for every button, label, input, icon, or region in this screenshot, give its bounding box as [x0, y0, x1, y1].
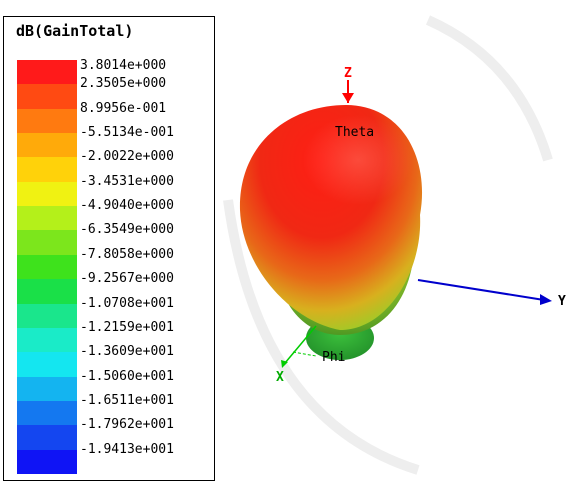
legend-swatch	[17, 181, 77, 207]
legend-label: -5.5134e-001	[80, 125, 174, 141]
legend-label: -1.2159e+001	[80, 319, 174, 335]
x-axis-label: X	[276, 370, 284, 385]
legend-swatch	[17, 449, 77, 475]
background-watermark	[223, 15, 553, 475]
legend-swatch	[17, 84, 77, 110]
lobe-highlight	[303, 115, 413, 205]
legend-swatch	[17, 157, 77, 183]
legend-label: -1.5060e+001	[80, 368, 174, 384]
legend-swatch	[17, 425, 77, 451]
legend-label: -4.9040e+000	[80, 198, 174, 214]
legend-label: -1.3609e+001	[80, 344, 174, 360]
y-axis: Y	[417, 279, 566, 309]
legend-swatch	[17, 60, 77, 85]
x-axis: X Phi	[276, 325, 345, 385]
legend-label: -1.7962e+001	[80, 417, 174, 433]
legend-swatch	[17, 352, 77, 378]
legend-swatch	[17, 230, 77, 256]
legend-swatch	[17, 206, 77, 231]
legend-label: -1.0708e+001	[80, 295, 174, 311]
y-axis-label: Y	[558, 294, 566, 309]
legend-label: 3.8014e+000	[80, 58, 167, 73]
legend-label: -9.2567e+000	[80, 271, 174, 287]
gain-legend: dB(GainTotal) 3.8014e+000 2.3505e+000 8.99…	[3, 16, 215, 481]
legend-swatch	[17, 400, 77, 426]
legend-colorbar	[17, 60, 77, 475]
legend-title: dB(GainTotal)	[16, 22, 134, 40]
3d-plot-area[interactable]: Z Theta Y X Phi	[218, 0, 572, 486]
legend-swatch	[17, 254, 77, 280]
legend-label: -7.8058e+000	[80, 246, 174, 262]
legend-swatch	[17, 133, 77, 158]
legend-swatch	[17, 376, 77, 402]
z-axis-label: Z	[344, 66, 352, 81]
theta-label: Theta	[335, 125, 374, 140]
phi-label: Phi	[322, 350, 345, 365]
legend-swatch	[17, 279, 77, 305]
legend-label: -3.4531e+000	[80, 173, 174, 189]
legend-swatch	[17, 108, 77, 134]
z-axis: Z Theta	[335, 66, 374, 140]
legend-label: 8.9956e-001	[80, 100, 167, 116]
legend-label: 2.3505e+000	[80, 76, 167, 92]
legend-label: -1.9413e+001	[80, 441, 174, 457]
legend-label: -1.6511e+001	[80, 392, 174, 408]
legend-swatch	[17, 303, 77, 329]
3d-plot-svg[interactable]: Z Theta Y X Phi	[218, 0, 572, 486]
legend-label: -6.3549e+000	[80, 222, 174, 238]
legend-label: -2.0022e+000	[80, 149, 174, 165]
legend-swatch	[17, 327, 77, 353]
